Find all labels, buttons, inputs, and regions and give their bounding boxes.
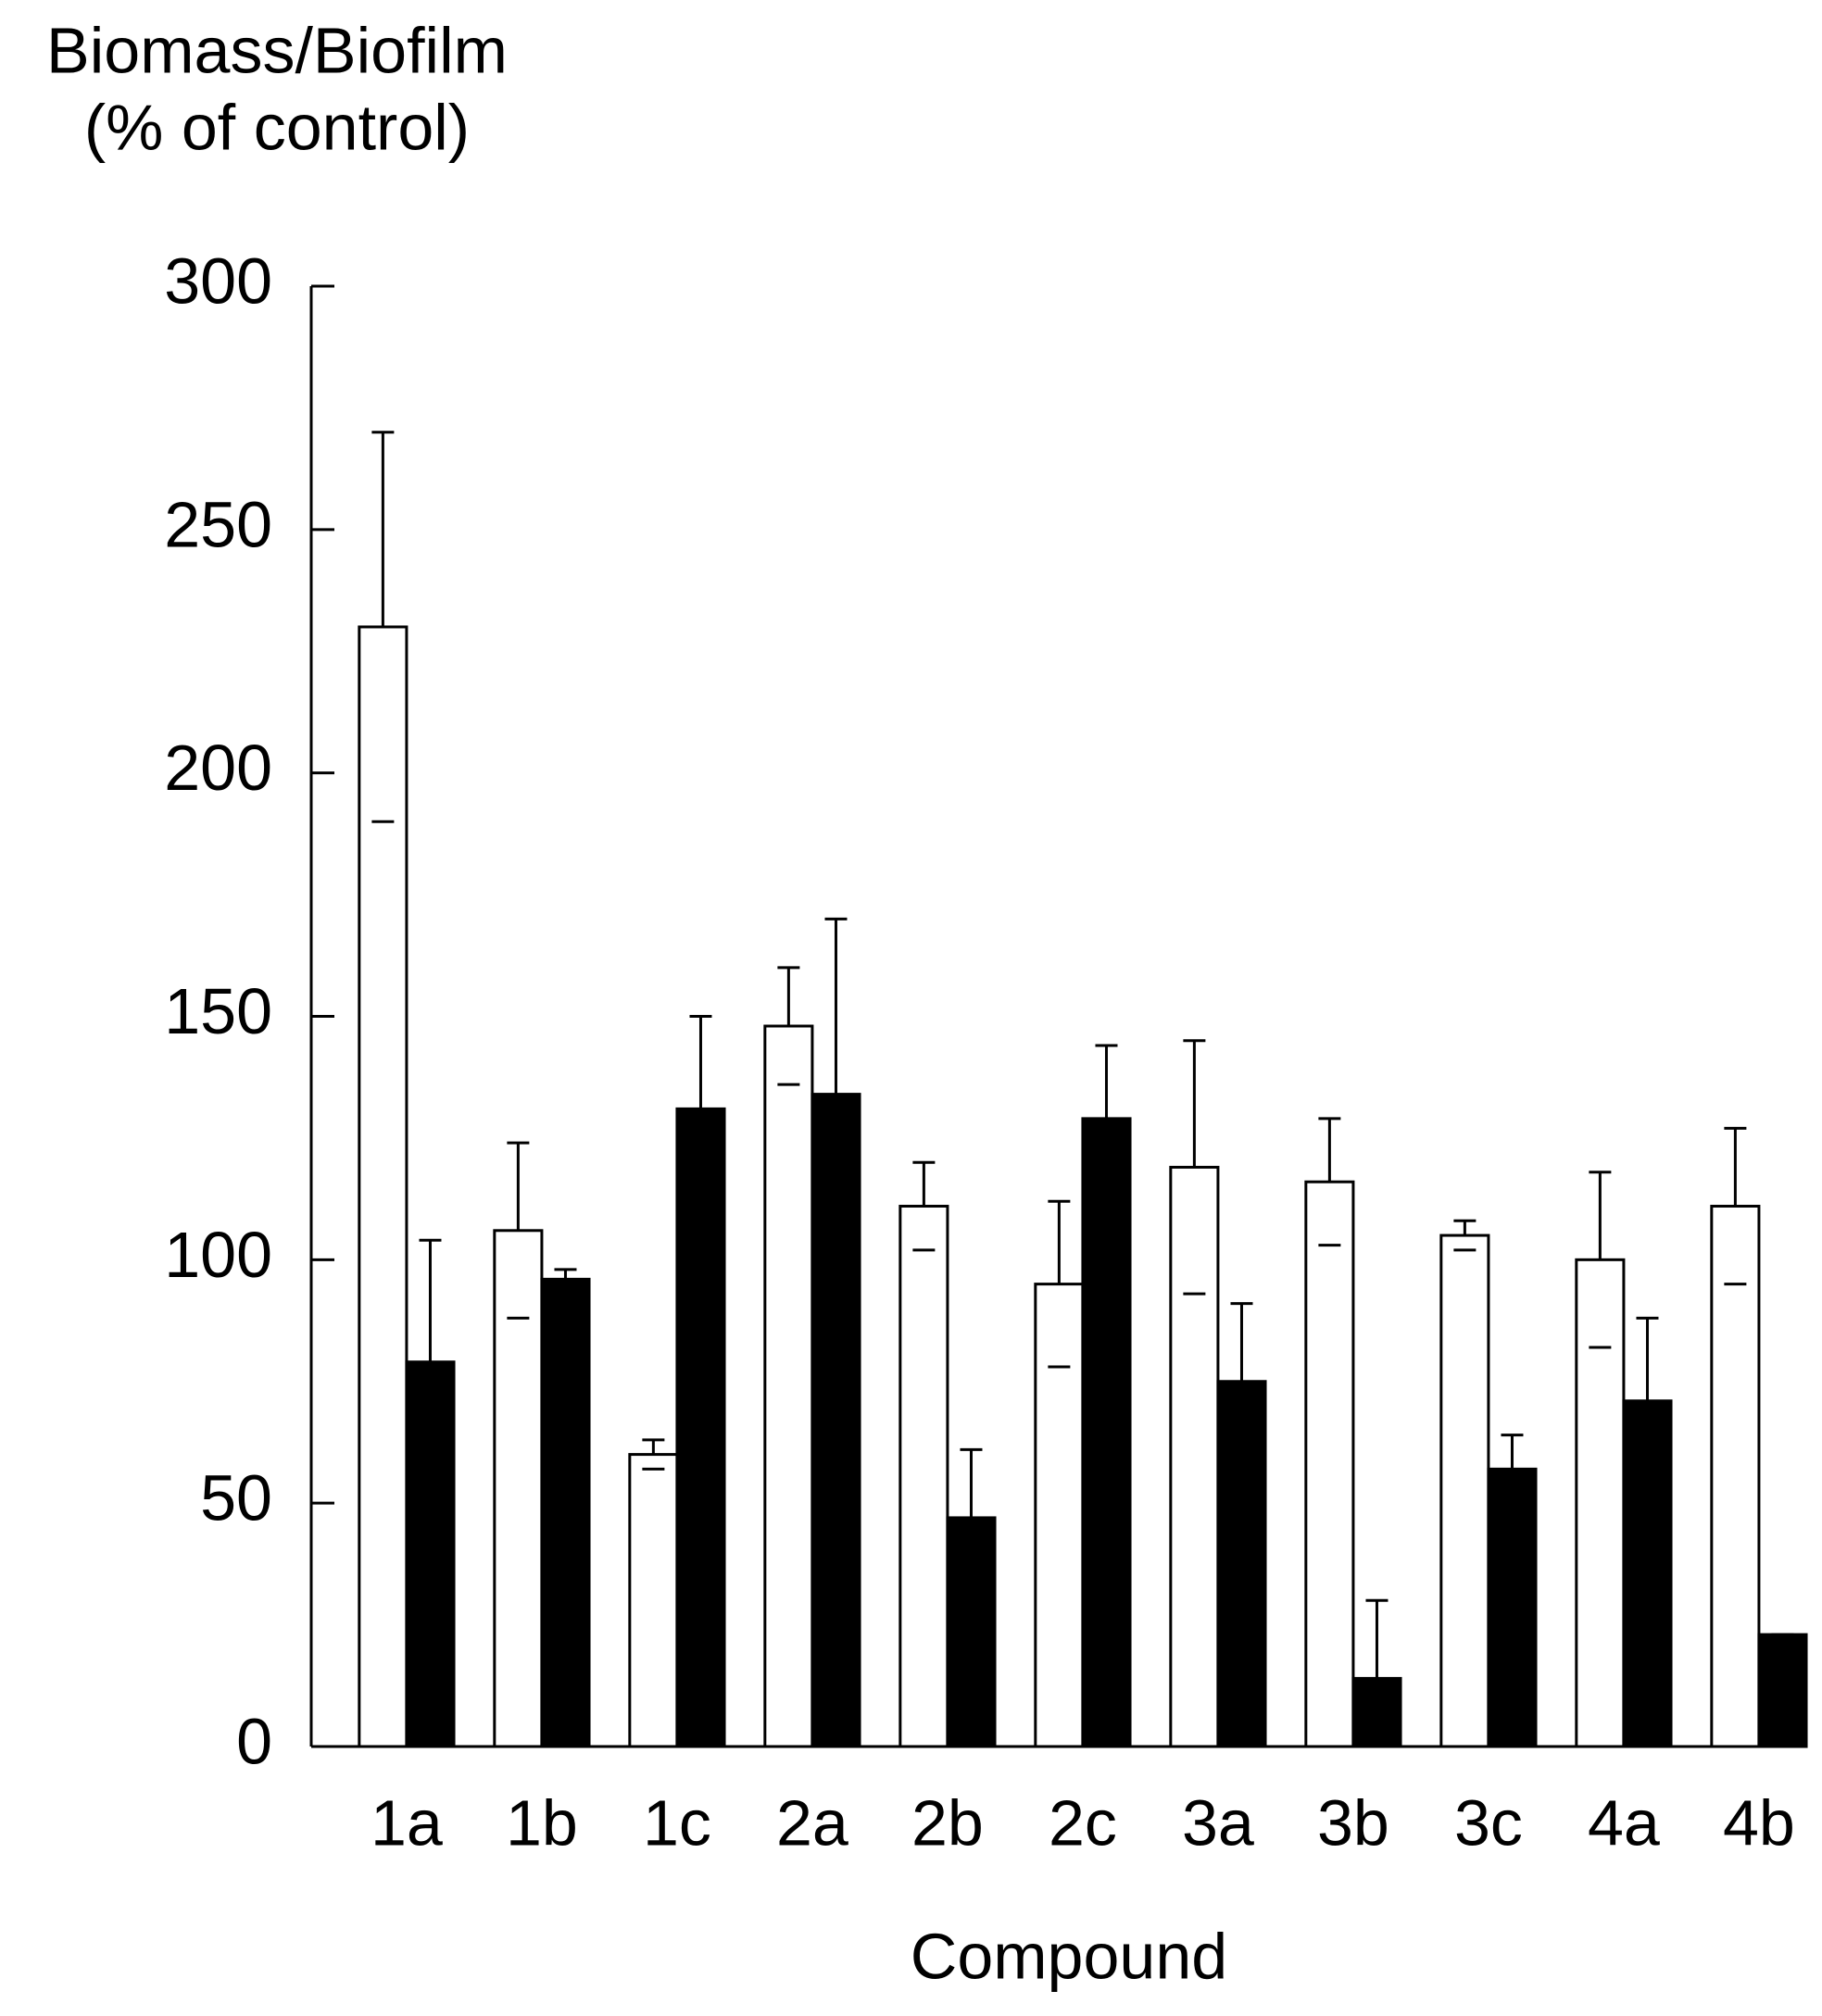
y-tick-label: 50	[200, 1462, 272, 1534]
bar	[1351, 1676, 1402, 1748]
bar	[810, 1093, 861, 1748]
x-tick-label: 3c	[1454, 1786, 1523, 1859]
y-axis-title: Biomass/Biofilm	[46, 14, 508, 86]
x-tick-label: 3a	[1182, 1786, 1254, 1859]
bar	[1216, 1380, 1267, 1748]
bar	[1304, 1180, 1355, 1748]
y-tick-label: 100	[164, 1219, 272, 1291]
y-tick-label: 0	[236, 1705, 272, 1777]
bar	[1710, 1205, 1761, 1748]
bar	[898, 1205, 949, 1748]
x-tick-label: 2b	[911, 1786, 984, 1859]
y-axis-title: (% of control)	[84, 91, 470, 163]
bar	[1575, 1258, 1626, 1748]
y-tick-label: 150	[164, 975, 272, 1047]
y-tick-label: 300	[164, 244, 272, 317]
bar	[1169, 1165, 1220, 1748]
bar	[540, 1277, 591, 1748]
bar	[1757, 1633, 1808, 1748]
bar	[1622, 1399, 1673, 1748]
x-tick-label: 1c	[643, 1786, 711, 1859]
bar	[946, 1516, 997, 1748]
x-tick-label: 2a	[776, 1786, 848, 1859]
bar	[1034, 1283, 1085, 1748]
x-tick-label: 4b	[1723, 1786, 1795, 1859]
bar	[675, 1107, 726, 1748]
x-tick-label: 3b	[1317, 1786, 1389, 1859]
bar	[1081, 1117, 1132, 1748]
x-tick-label: 2c	[1049, 1786, 1117, 1859]
bar	[763, 1024, 814, 1748]
y-tick-label: 200	[164, 732, 272, 804]
bar	[405, 1360, 456, 1748]
x-axis-title: Compound	[911, 1920, 1227, 1992]
x-tick-label: 1a	[371, 1786, 443, 1859]
bar	[358, 625, 408, 1748]
x-tick-label: 4a	[1588, 1786, 1660, 1859]
bar	[628, 1453, 679, 1748]
bar	[493, 1229, 544, 1748]
x-tick-label: 1b	[506, 1786, 578, 1859]
bar	[1487, 1467, 1538, 1748]
bar	[1439, 1233, 1490, 1748]
y-tick-label: 250	[164, 488, 272, 560]
